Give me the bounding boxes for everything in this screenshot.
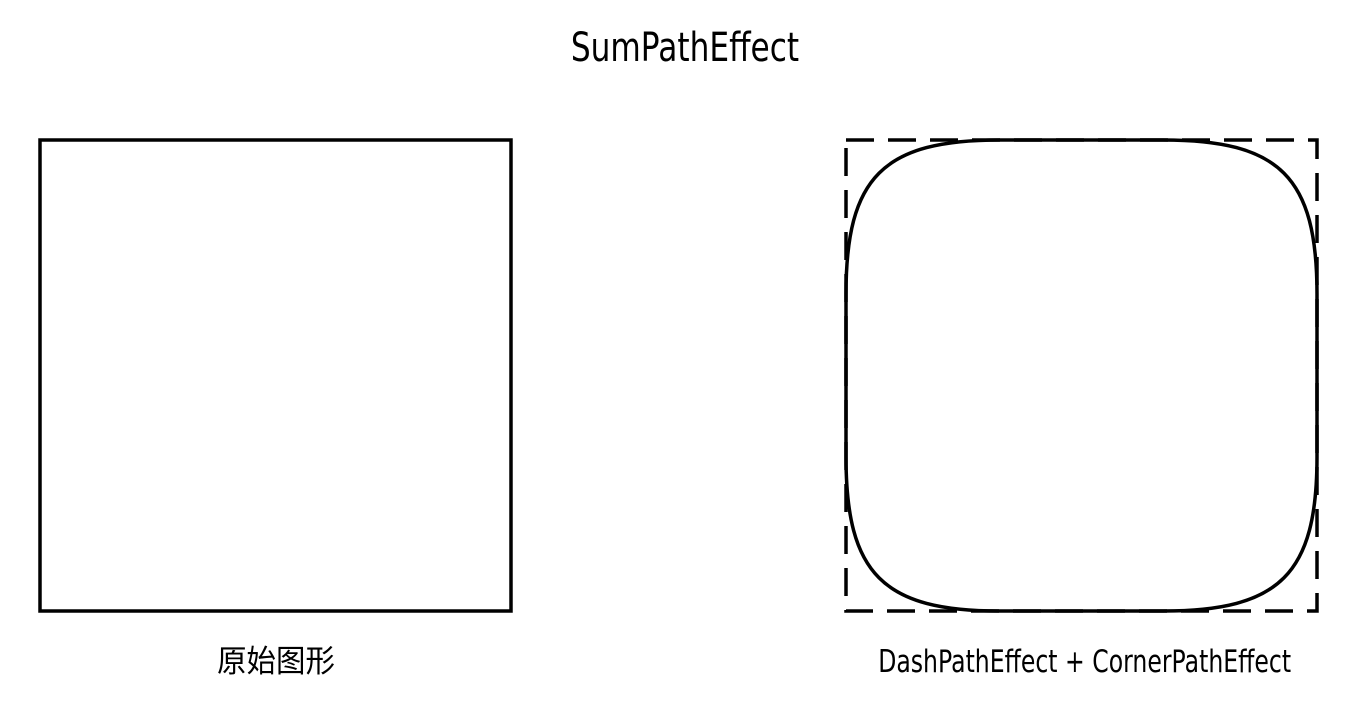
rounded-square — [844, 138, 1319, 613]
caption-combined-text: DashPathEffect + CornerPathEffect — [878, 644, 1292, 680]
caption-original-text: 原始图形 — [217, 644, 335, 680]
caption-combined: DashPathEffect + CornerPathEffect — [800, 640, 1370, 684]
original-square — [38, 138, 513, 613]
diagram-title: SumPathEffect — [570, 25, 800, 71]
caption-original: 原始图形 — [40, 640, 512, 684]
dashed-square — [844, 138, 1319, 613]
